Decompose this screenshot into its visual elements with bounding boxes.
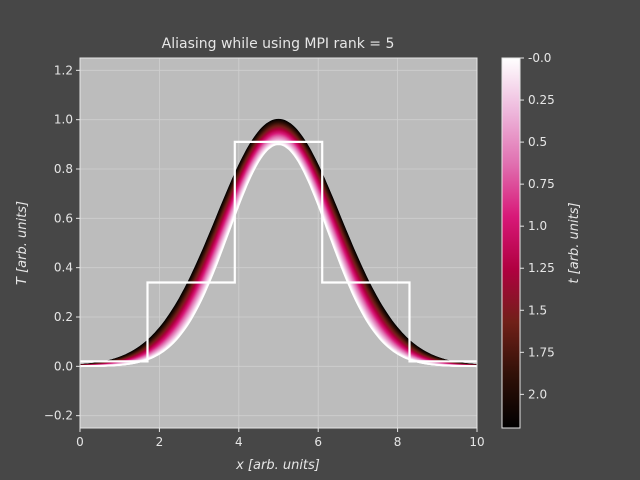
colorbar-tick-label: -0.0 [528, 51, 551, 65]
colorbar [501, 57, 521, 429]
y-tick-label: 1.0 [54, 113, 73, 127]
y-tick-label: 0.8 [54, 162, 73, 176]
temperature-curve [80, 143, 477, 368]
x-tick-label: 6 [314, 435, 322, 449]
y-axis-ticks: −0.2 0.0 0.2 0.4 0.6 0.8 1.0 1.2 [44, 63, 80, 423]
x-tick-label: 10 [469, 435, 484, 449]
x-tick-label: 2 [156, 435, 164, 449]
y-tick-label: 0.0 [54, 359, 73, 373]
y-tick-label: 0.6 [54, 211, 73, 225]
colorbar-tick-label: 0.75 [528, 177, 555, 191]
colorbar-tick-label: 1.0 [528, 219, 547, 233]
colorbar-label: t [arb. units] [567, 202, 582, 283]
x-tick-label: 4 [235, 435, 243, 449]
colorbar-ticks: -0.0 0.25 0.5 0.75 1.0 1.25 1.5 1.75 2.0 [520, 51, 555, 401]
x-tick-label: 0 [76, 435, 84, 449]
x-axis-ticks: 0 2 4 6 8 10 [76, 428, 485, 449]
colorbar-tick-label: 0.5 [528, 135, 547, 149]
x-axis-label: x [arb. units] [235, 458, 320, 473]
colorbar-tick-label: 1.5 [528, 303, 547, 317]
y-tick-label: 0.4 [54, 261, 73, 275]
y-tick-label: −0.2 [44, 409, 73, 423]
y-tick-label: 1.2 [54, 63, 73, 77]
x-tick-label: 8 [394, 435, 402, 449]
step-series-line [80, 140, 477, 363]
colorbar-tick-label: 1.25 [528, 261, 555, 275]
colorbar-tick-label: 1.75 [528, 345, 555, 359]
y-tick-label: 0.2 [54, 310, 73, 324]
y-axis-label: T [arb. units] [15, 201, 30, 285]
plot-area [80, 58, 477, 428]
temperature-curves [80, 118, 477, 368]
colorbar-tick-label: 2.0 [528, 387, 547, 401]
colorbar-tick-label: 0.25 [528, 93, 555, 107]
chart-title: Aliasing while using MPI rank = 5 [162, 36, 395, 52]
plot-frame [79, 57, 478, 429]
